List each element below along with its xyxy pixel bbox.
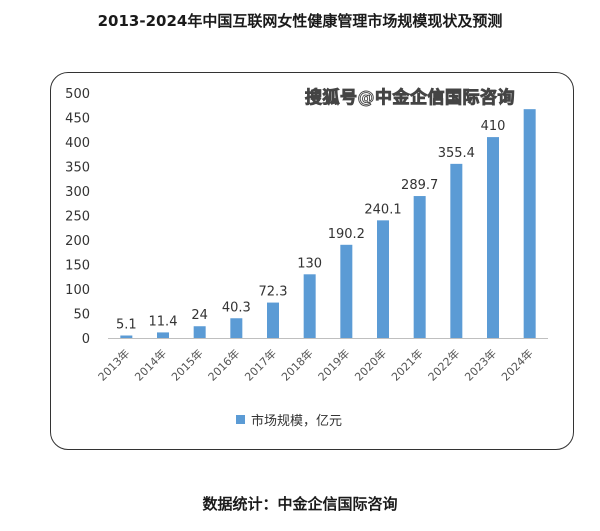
data-label: 190.2 (328, 227, 365, 242)
data-label: 72.3 (259, 285, 288, 300)
data-label: 240.1 (364, 202, 401, 217)
data-label: 410 (481, 119, 506, 134)
x-tick-label: 2018年 (278, 346, 315, 383)
data-label: 5.1 (116, 318, 137, 333)
bar (450, 163, 463, 338)
legend-swatch (236, 415, 245, 424)
bar (377, 220, 389, 338)
bar (193, 326, 206, 338)
x-tick-label: 2015年 (168, 346, 205, 383)
bar (487, 137, 499, 338)
bar (303, 274, 316, 338)
legend-label: 市场规模，亿元 (251, 414, 343, 429)
chart-title: 2013-2024年中国互联网女性健康管理市场规模现状及预测 (97, 12, 503, 30)
y-tick-label: 150 (65, 259, 90, 274)
x-tick-label: 2016年 (205, 346, 242, 383)
bar (267, 302, 279, 338)
x-tick-label: 2021年 (388, 346, 425, 383)
y-tick-label: 400 (65, 136, 90, 151)
bar (413, 196, 426, 338)
y-tick-label: 300 (65, 185, 90, 200)
bar (120, 335, 133, 338)
bar (230, 318, 243, 338)
x-tick-label: 2014年 (132, 346, 169, 383)
data-label: 40.3 (222, 300, 251, 315)
watermark: 搜狐号@中金企信国际咨询 (305, 88, 515, 109)
y-tick-label: 450 (65, 112, 90, 127)
x-tick-label: 2017年 (242, 346, 279, 383)
chart-frame (50, 72, 574, 450)
x-tick-label: 2019年 (315, 346, 352, 383)
x-tick-label: 2013年 (95, 346, 132, 383)
data-label: 130 (297, 256, 322, 271)
y-tick-label: 0 (82, 332, 90, 347)
legend: 市场规模，亿元 (236, 410, 342, 429)
y-tick-label: 500 (65, 87, 90, 102)
y-tick-label: 100 (65, 283, 90, 298)
source-note: 数据统计：中金企信国际咨询 (202, 495, 398, 513)
x-tick-label: 2023年 (462, 346, 499, 383)
data-label: 355.4 (438, 146, 475, 161)
y-tick-label: 50 (73, 308, 90, 323)
bar (523, 109, 536, 338)
data-label: 11.4 (149, 314, 178, 329)
bar (157, 332, 169, 338)
x-tick-label: 2022年 (425, 346, 462, 383)
data-label: 289.7 (401, 178, 438, 193)
y-tick-label: 200 (65, 234, 90, 249)
bar (340, 244, 353, 338)
y-tick-label: 350 (65, 161, 90, 176)
y-tick-label: 250 (65, 210, 90, 225)
data-label: 24 (191, 308, 208, 323)
x-tick-label: 2024年 (498, 346, 535, 383)
x-tick-label: 2020年 (352, 346, 389, 383)
